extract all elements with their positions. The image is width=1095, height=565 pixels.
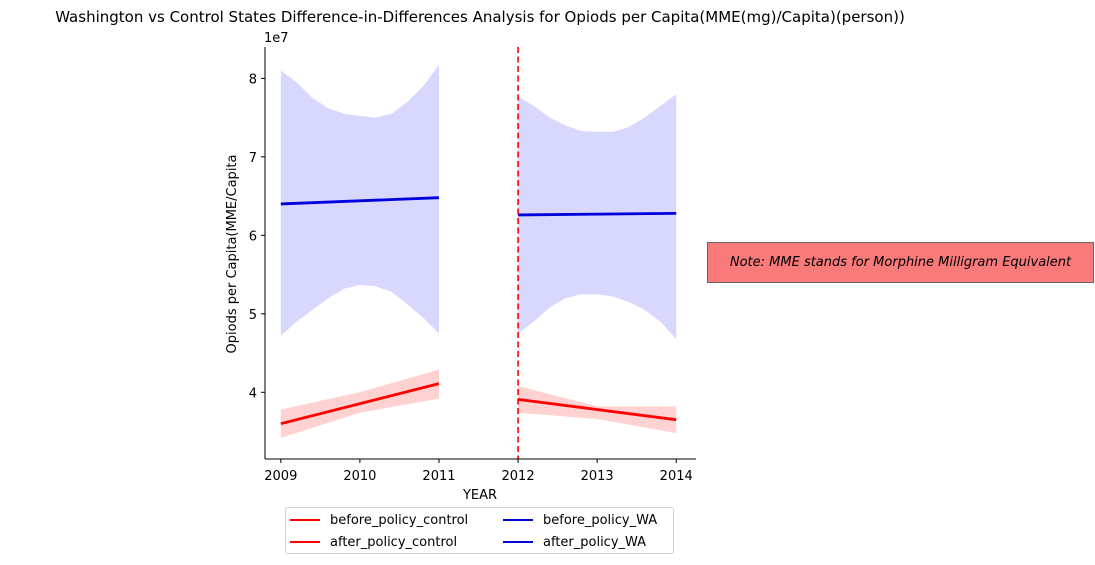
y-tick-label: 8	[249, 72, 257, 87]
legend-item-before-policy-wa: before_policy_WA	[503, 511, 657, 529]
x-tick-label: 2009	[264, 469, 297, 484]
legend: before_policy_control after_policy_contr…	[285, 507, 674, 554]
series-lines	[280, 196, 677, 426]
series-line-after-policy-control	[517, 397, 677, 422]
legend-item-before-policy-control: before_policy_control	[290, 511, 468, 529]
y-tick-label: 4	[249, 386, 257, 401]
legend-label: after_policy_WA	[543, 534, 647, 550]
y-tick-label: 7	[249, 151, 257, 166]
y-axis-offset-label: 1e7	[264, 31, 289, 46]
series-line-after-policy-wa	[518, 211, 677, 217]
y-tick-label: 6	[249, 229, 257, 244]
legend-swatch	[290, 540, 320, 544]
confidence-bands	[280, 65, 677, 438]
chart-title: Washington vs Control States Difference-…	[55, 8, 905, 26]
note-text: Note: MME stands for Morphine Milligram …	[729, 255, 1072, 270]
legend-label: before_policy_control	[330, 512, 469, 528]
x-tick-label: 2011	[422, 469, 455, 484]
y-axis-label: Opiods per Capita(MME/Capita	[225, 155, 240, 354]
x-tick-label: 2010	[343, 469, 376, 484]
legend-label: before_policy_WA	[543, 512, 658, 528]
legend-swatch	[503, 540, 533, 544]
x-tick-label: 2014	[660, 469, 693, 484]
ci-band-after-policy-wa	[518, 94, 677, 339]
axes	[264, 47, 696, 460]
ticks: 2009 2010 2011 2012 2013 2014 4 5 6 7 8	[249, 72, 693, 484]
legend-swatch	[290, 518, 320, 522]
legend-item-after-policy-wa: after_policy_WA	[503, 533, 646, 551]
x-axis-label: YEAR	[462, 488, 497, 503]
legend-label: after_policy_control	[330, 534, 458, 550]
x-tick-label: 2013	[581, 469, 614, 484]
y-tick-label: 5	[249, 308, 257, 323]
series-line-before-policy-wa	[280, 196, 440, 206]
legend-swatch	[503, 518, 533, 522]
legend-item-after-policy-control: after_policy_control	[290, 533, 457, 551]
series-line-before-policy-control	[280, 382, 440, 426]
x-tick-label: 2012	[502, 469, 535, 484]
note-box: Note: MME stands for Morphine Milligram …	[707, 242, 1094, 283]
